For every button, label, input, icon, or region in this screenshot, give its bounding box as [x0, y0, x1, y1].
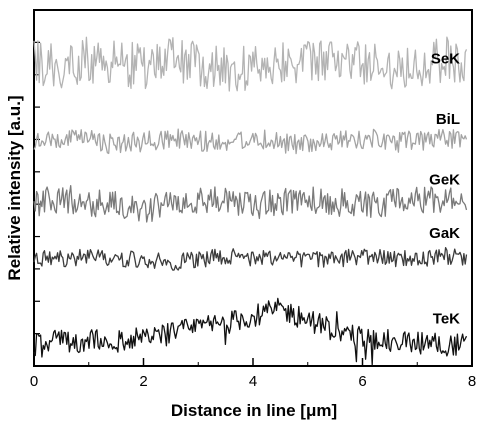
series-labels: SeK BiL GeK GaK TeK: [429, 50, 460, 327]
series-line-sek: [33, 36, 468, 92]
series-line-gak: [33, 246, 468, 271]
series-label-bil: BiL: [436, 111, 460, 128]
y-axis-title: Relative intensity [a.u.]: [5, 95, 24, 280]
series-line-gek: [33, 185, 468, 223]
x-tick-label: 6: [358, 373, 366, 390]
x-tick-label: 8: [468, 373, 476, 390]
x-tick-label: 4: [249, 373, 257, 390]
series-line-tek: [33, 297, 468, 366]
series-label-gak: GaK: [429, 225, 460, 242]
series-label-sek: SeK: [431, 50, 460, 67]
plot-frame: [33, 9, 473, 367]
series-label-gek: GeK: [429, 171, 460, 188]
x-axis-ticks: 0 2 4 6 8: [30, 358, 476, 390]
series-group: [33, 36, 468, 366]
x-tick-label: 0: [30, 373, 38, 390]
x-tick-label: 2: [139, 373, 147, 390]
series-label-tek: TeK: [433, 310, 460, 327]
x-axis-title: Distance in line [μm]: [171, 401, 337, 420]
series-line-bil: [33, 128, 468, 155]
